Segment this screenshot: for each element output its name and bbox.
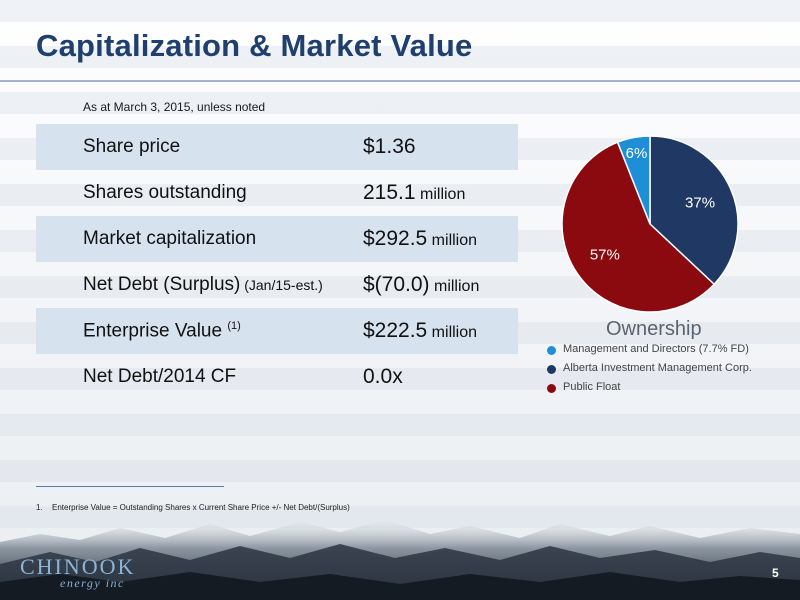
pie-slice-label: 37% bbox=[685, 194, 715, 211]
footnote-divider bbox=[36, 486, 224, 487]
footnote-text: Enterprise Value = Outstanding Shares x … bbox=[52, 503, 350, 512]
row-value: $222.5 million bbox=[363, 319, 477, 343]
row-value-unit: million bbox=[429, 278, 480, 295]
pie-slice bbox=[649, 135, 739, 286]
capitalization-table: Share price $1.36 Shares outstanding 215… bbox=[36, 124, 518, 400]
as-of-note: As at March 3, 2015, unless noted bbox=[83, 100, 266, 114]
legend-label: Alberta Investment Management Corp. bbox=[563, 362, 752, 374]
pie-slice-label: 6% bbox=[626, 145, 648, 162]
slide-title: Capitalization & Market Value bbox=[36, 28, 473, 63]
title-divider bbox=[0, 80, 800, 82]
legend-swatch bbox=[547, 346, 556, 355]
row-label: Market capitalization bbox=[83, 228, 257, 249]
pie-svg: 37% 57% 6% bbox=[561, 135, 739, 313]
footnote-number: 1. bbox=[36, 503, 43, 512]
pie-slice bbox=[616, 135, 651, 225]
pie-slice-label: 57% bbox=[590, 247, 620, 264]
row-label-qualifier: (Jan/15-est.) bbox=[240, 277, 323, 293]
row-value-number: $222.5 bbox=[363, 319, 428, 342]
row-value-unit: million bbox=[415, 186, 466, 203]
row-value: 215.1 million bbox=[363, 181, 465, 205]
footnote: 1. Enterprise Value = Outstanding Shares … bbox=[36, 503, 350, 512]
row-value: $1.36 bbox=[363, 135, 416, 159]
table-row: Enterprise Value (1) $222.5 million bbox=[36, 308, 518, 354]
row-value-number: $292.5 bbox=[363, 227, 428, 250]
row-value: 0.0x bbox=[363, 365, 403, 389]
table-row: Share price $1.36 bbox=[36, 124, 518, 170]
legend-swatch bbox=[547, 365, 556, 374]
legend-swatch bbox=[547, 384, 556, 393]
row-value: $292.5 million bbox=[363, 227, 477, 251]
pie-slice bbox=[561, 141, 716, 313]
page-number: 5 bbox=[772, 566, 779, 580]
row-value-unit: million bbox=[427, 232, 478, 249]
row-value-number: 215.1 bbox=[363, 181, 416, 204]
table-row: Net Debt/2014 CF 0.0x bbox=[36, 354, 518, 400]
table-row: Net Debt (Surplus) (Jan/15-est.) $(70.0)… bbox=[36, 262, 518, 308]
row-label: Share price bbox=[83, 136, 181, 157]
chart-title: Ownership bbox=[606, 318, 702, 340]
company-logo: CHINOOK bbox=[20, 554, 136, 579]
table-row: Market capitalization $292.5 million bbox=[36, 216, 518, 262]
footnote-ref: (1) bbox=[227, 320, 241, 332]
row-label: Enterprise Value (1) bbox=[83, 320, 241, 342]
legend-label: Management and Directors (7.7% FD) bbox=[563, 343, 749, 355]
row-value-unit: million bbox=[427, 324, 478, 341]
table-row: Shares outstanding 215.1 million bbox=[36, 170, 518, 216]
row-value-number: $(70.0) bbox=[363, 273, 430, 296]
row-value: $(70.0) million bbox=[363, 273, 479, 297]
mountain-banner bbox=[0, 520, 800, 600]
row-label-main: Enterprise Value bbox=[83, 320, 223, 342]
ownership-pie-chart: 37% 57% 6% bbox=[560, 134, 740, 314]
row-label: Shares outstanding bbox=[83, 182, 247, 203]
row-label-main: Net Debt (Surplus) bbox=[83, 274, 241, 295]
row-value-number: $1.36 bbox=[363, 135, 416, 158]
row-value-number: 0.0x bbox=[363, 365, 403, 388]
legend-label: Public Float bbox=[563, 381, 621, 393]
row-label: Net Debt/2014 CF bbox=[83, 366, 237, 387]
row-label: Net Debt (Surplus) (Jan/15-est.) bbox=[83, 274, 323, 296]
company-logo-subtitle: energy inc bbox=[60, 576, 125, 590]
